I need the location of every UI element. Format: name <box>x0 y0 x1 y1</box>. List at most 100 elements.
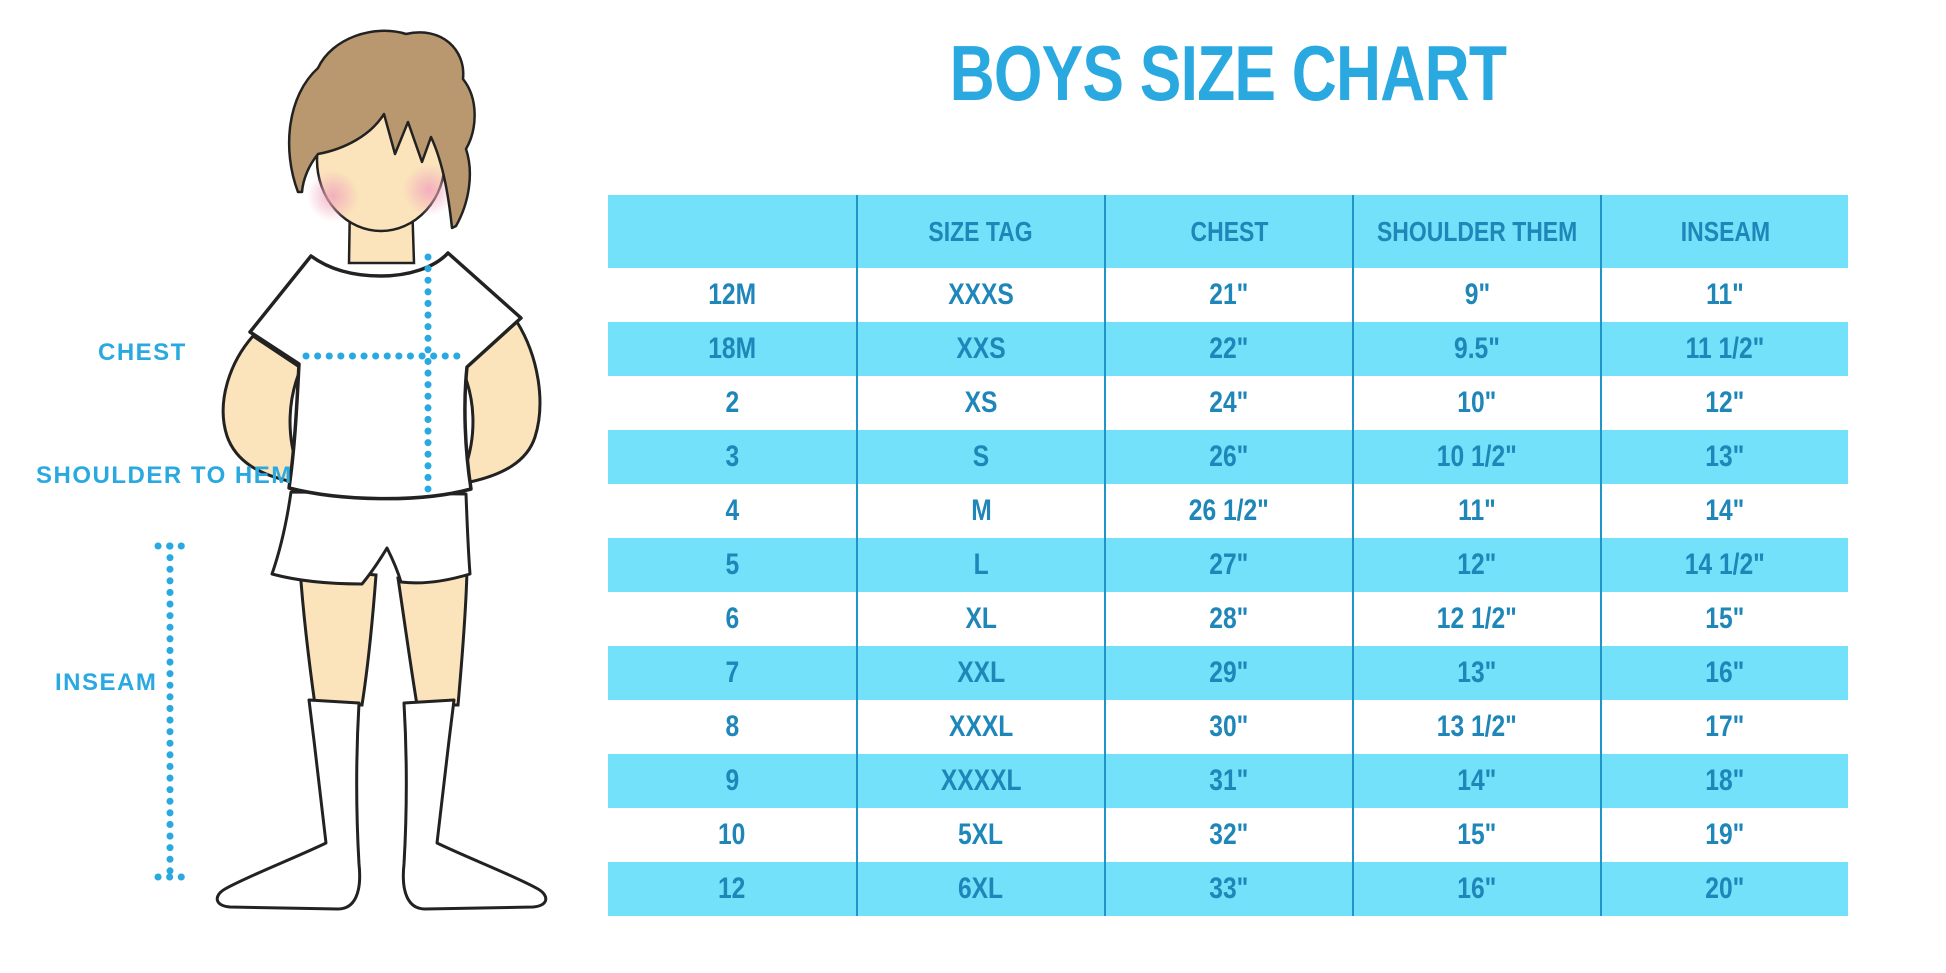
table-cell: 5 <box>608 538 856 592</box>
table-cell: 22" <box>1104 322 1352 376</box>
table-cell-text: 9 <box>725 764 739 797</box>
table-cell: 18" <box>1600 754 1848 808</box>
table-row: 18M XXS 22" 9.5" 11 1/2" <box>608 322 1848 376</box>
table-cell-text: 33" <box>1209 872 1249 905</box>
table-cell-text: 16" <box>1705 656 1745 689</box>
table-cell-text: 11" <box>1706 278 1744 311</box>
table-cell: 27" <box>1104 538 1352 592</box>
table-cell-text: 22" <box>1209 332 1249 365</box>
table-cell-text: 27" <box>1209 548 1249 581</box>
table-cell-text: 6XL <box>958 872 1004 905</box>
table-cell: 12M <box>608 268 856 322</box>
boy-left-leg <box>298 566 378 707</box>
table-cell: CHEST <box>1104 195 1352 268</box>
table-cell-text: XXS <box>956 332 1006 365</box>
table-cell: 11 1/2" <box>1600 322 1848 376</box>
table-cell-text: 2 <box>725 386 739 419</box>
table-cell: 2 <box>608 376 856 430</box>
table-cell: 18M <box>608 322 856 376</box>
table-cell-text: 3 <box>725 440 739 473</box>
table-cell-text: 16" <box>1457 872 1497 905</box>
table-row: 10 5XL 32" 15" 19" <box>608 808 1848 862</box>
table-cell: M <box>856 484 1104 538</box>
table-cell: 16" <box>1352 862 1600 916</box>
table-cell: 13 1/2" <box>1352 700 1600 754</box>
size-table-body: 12M XXXS 21" 9" 11" 18M XXS 22" 9.5" 11 1/2" 2 XS 24… <box>608 268 1848 916</box>
table-cell: 6XL <box>856 862 1104 916</box>
table-cell: 7 <box>608 646 856 700</box>
table-row: 9 XXXXL 31" 14" 18" <box>608 754 1848 808</box>
table-cell-text: 15" <box>1705 602 1745 635</box>
table-cell-text: 11 1/2" <box>1685 332 1765 365</box>
table-cell: XXL <box>856 646 1104 700</box>
table-cell-text: L <box>973 548 989 581</box>
table-row: 7 XXL 29" 13" 16" <box>608 646 1848 700</box>
table-cell: 17" <box>1600 700 1848 754</box>
table-cell-text: 14 1/2" <box>1684 548 1766 581</box>
table-cell-text: 12" <box>1457 548 1497 581</box>
table-cell-text: M <box>970 494 992 527</box>
table-cell-text: 26 1/2" <box>1188 494 1270 527</box>
table-cell: 8 <box>608 700 856 754</box>
table-cell: 12" <box>1352 538 1600 592</box>
table-cell-text: 13 1/2" <box>1436 710 1518 743</box>
table-cell-text: 9.5" <box>1454 332 1500 365</box>
table-cell-text: 12 1/2" <box>1436 602 1518 635</box>
table-cell: 15" <box>1352 808 1600 862</box>
table-cell: 12 1/2" <box>1352 592 1600 646</box>
boy-right-sock <box>401 698 548 911</box>
table-row: 2 XS 24" 10" 12" <box>608 376 1848 430</box>
table-cell: 13" <box>1352 646 1600 700</box>
table-cell: 10 <box>608 808 856 862</box>
table-cell: 14 1/2" <box>1600 538 1848 592</box>
table-cell: INSEAM <box>1600 195 1848 268</box>
table-row: 5 L 27" 12" 14 1/2" <box>608 538 1848 592</box>
table-cell <box>608 195 856 268</box>
table-cell: 12 <box>608 862 856 916</box>
table-row: 6 XL 28" 12 1/2" 15" <box>608 592 1848 646</box>
table-cell-text: 28" <box>1209 602 1249 635</box>
table-cell-text: 11" <box>1458 494 1496 527</box>
table-cell-text: 14" <box>1705 494 1745 527</box>
table-cell: 20" <box>1600 862 1848 916</box>
table-cell-text: XXL <box>957 656 1005 689</box>
table-row: 12 6XL 33" 16" 20" <box>608 862 1848 916</box>
table-cell-text: XXXXL <box>940 764 1022 797</box>
table-cell-text: 29" <box>1209 656 1249 689</box>
table-cell: 26 1/2" <box>1104 484 1352 538</box>
table-cell: XXXXL <box>856 754 1104 808</box>
table-cell: 28" <box>1104 592 1352 646</box>
table-cell-text: SHOULDER THEM <box>1376 215 1578 247</box>
table-cell: XS <box>856 376 1104 430</box>
table-cell-text: 13" <box>1705 440 1745 473</box>
table-cell-text: 10" <box>1457 386 1497 419</box>
table-cell: 24" <box>1104 376 1352 430</box>
table-cell-text: 19" <box>1705 818 1745 851</box>
table-cell-text: 30" <box>1209 710 1249 743</box>
table-cell: L <box>856 538 1104 592</box>
table-cell: 31" <box>1104 754 1352 808</box>
boy-hair <box>287 29 476 230</box>
table-cell-text: INSEAM <box>1680 215 1770 247</box>
table-cell-text: 12" <box>1705 386 1745 419</box>
boy-right-arm <box>460 320 542 484</box>
table-cell: 12" <box>1600 376 1848 430</box>
table-cell: 6 <box>608 592 856 646</box>
shoulder-to-hem-label: SHOULDER TO HEM <box>36 462 293 489</box>
table-cell-text: XXXS <box>948 278 1014 311</box>
table-cell-text: 4 <box>725 494 739 527</box>
table-cell-text: SIZE TAG <box>928 215 1034 247</box>
table-row: 12M XXXS 21" 9" 11" <box>608 268 1848 322</box>
table-cell-text: S <box>972 440 990 473</box>
table-cell-text: 12M <box>708 278 756 311</box>
table-cell: 10" <box>1352 376 1600 430</box>
table-cell: XL <box>856 592 1104 646</box>
table-cell: 10 1/2" <box>1352 430 1600 484</box>
table-cell-text: 5XL <box>958 818 1004 851</box>
table-cell: 26" <box>1104 430 1352 484</box>
table-cell: 9.5" <box>1352 322 1600 376</box>
table-cell-text: XL <box>965 602 997 635</box>
table-cell: 15" <box>1600 592 1848 646</box>
table-cell-text: 26" <box>1209 440 1249 473</box>
